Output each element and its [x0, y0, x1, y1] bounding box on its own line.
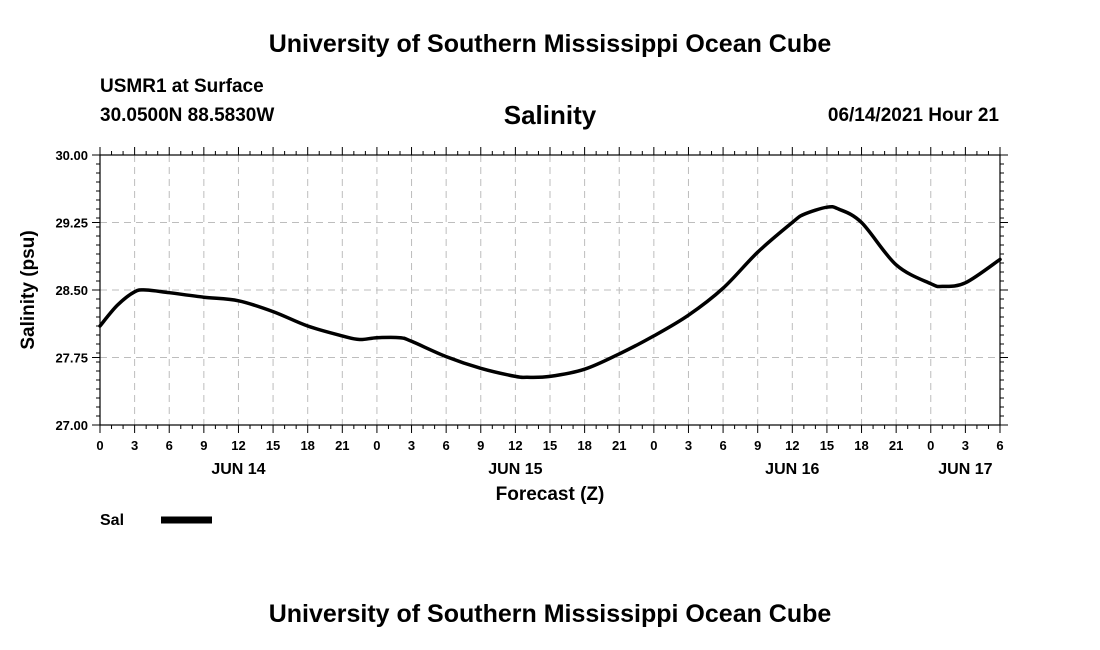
x-tick-label: 3	[962, 438, 969, 453]
x-tick-label: 6	[166, 438, 173, 453]
x-tick-label: 9	[754, 438, 761, 453]
y-tick-label: 29.25	[55, 216, 88, 231]
x-tick-label: 6	[996, 438, 1003, 453]
x-tick-label: 12	[785, 438, 799, 453]
forecast-datetime: 06/14/2021 Hour 21	[827, 105, 999, 126]
legend: Sal	[100, 512, 212, 529]
grid-lines	[100, 155, 1000, 425]
x-tick-label: 0	[650, 438, 657, 453]
day-labels: JUN 14 JUN 15 JUN 16 JUN 17	[211, 461, 992, 478]
x-tick-label: 0	[373, 438, 380, 453]
x-tick-label: 6	[719, 438, 726, 453]
y-tick-label: 28.50	[55, 283, 88, 298]
x-tick-label: 12	[508, 438, 522, 453]
x-tick-label: 15	[543, 438, 557, 453]
x-tick-label: 18	[300, 438, 314, 453]
day-label: JUN 16	[765, 461, 819, 478]
x-tick-label: 0	[96, 438, 103, 453]
x-tick-label: 9	[477, 438, 484, 453]
x-axis-label: Forecast (Z)	[496, 484, 605, 505]
x-tick-label: 9	[200, 438, 207, 453]
x-tick-label: 18	[577, 438, 591, 453]
x-tick-label: 12	[231, 438, 245, 453]
day-label: JUN 15	[488, 461, 542, 478]
station-coordinates: 30.0500N 88.5830W	[100, 105, 275, 126]
x-tick-label: 21	[335, 438, 349, 453]
legend-label: Sal	[100, 512, 124, 529]
x-tick-labels: 0 3 6 9 12 15 18 21 0 3 6 9 12 15 18 21 0 3 6 9 12 15 18 21 0 3 6	[96, 438, 1003, 453]
salinity-series-line	[98, 204, 1002, 380]
x-tick-label: 3	[685, 438, 692, 453]
x-tick-label: 21	[889, 438, 903, 453]
y-tick-label: 27.75	[55, 351, 88, 366]
x-tick-label: 0	[927, 438, 934, 453]
page-title: University of Southern Mississippi Ocean…	[268, 30, 832, 58]
y-axis-label: Salinity (psu)	[18, 230, 39, 349]
footer-title: University of Southern Mississippi Ocean…	[268, 600, 832, 628]
axis-ticks	[92, 147, 1008, 433]
x-tick-label: 3	[131, 438, 138, 453]
plot-frame	[99, 154, 1001, 426]
day-label: JUN 17	[938, 461, 992, 478]
x-tick-label: 15	[820, 438, 834, 453]
y-tick-label: 27.00	[55, 418, 88, 433]
x-tick-label: 6	[443, 438, 450, 453]
y-tick-labels: 27.00 27.75 28.50 29.25 30.00	[55, 148, 88, 433]
x-tick-label: 18	[854, 438, 868, 453]
x-tick-label: 21	[612, 438, 626, 453]
station-label: USMR1 at Surface	[100, 76, 264, 97]
y-tick-label: 30.00	[55, 148, 88, 163]
chart-title: Salinity	[503, 100, 597, 130]
day-label: JUN 14	[211, 461, 265, 478]
x-tick-label: 3	[408, 438, 415, 453]
x-tick-label: 15	[266, 438, 280, 453]
